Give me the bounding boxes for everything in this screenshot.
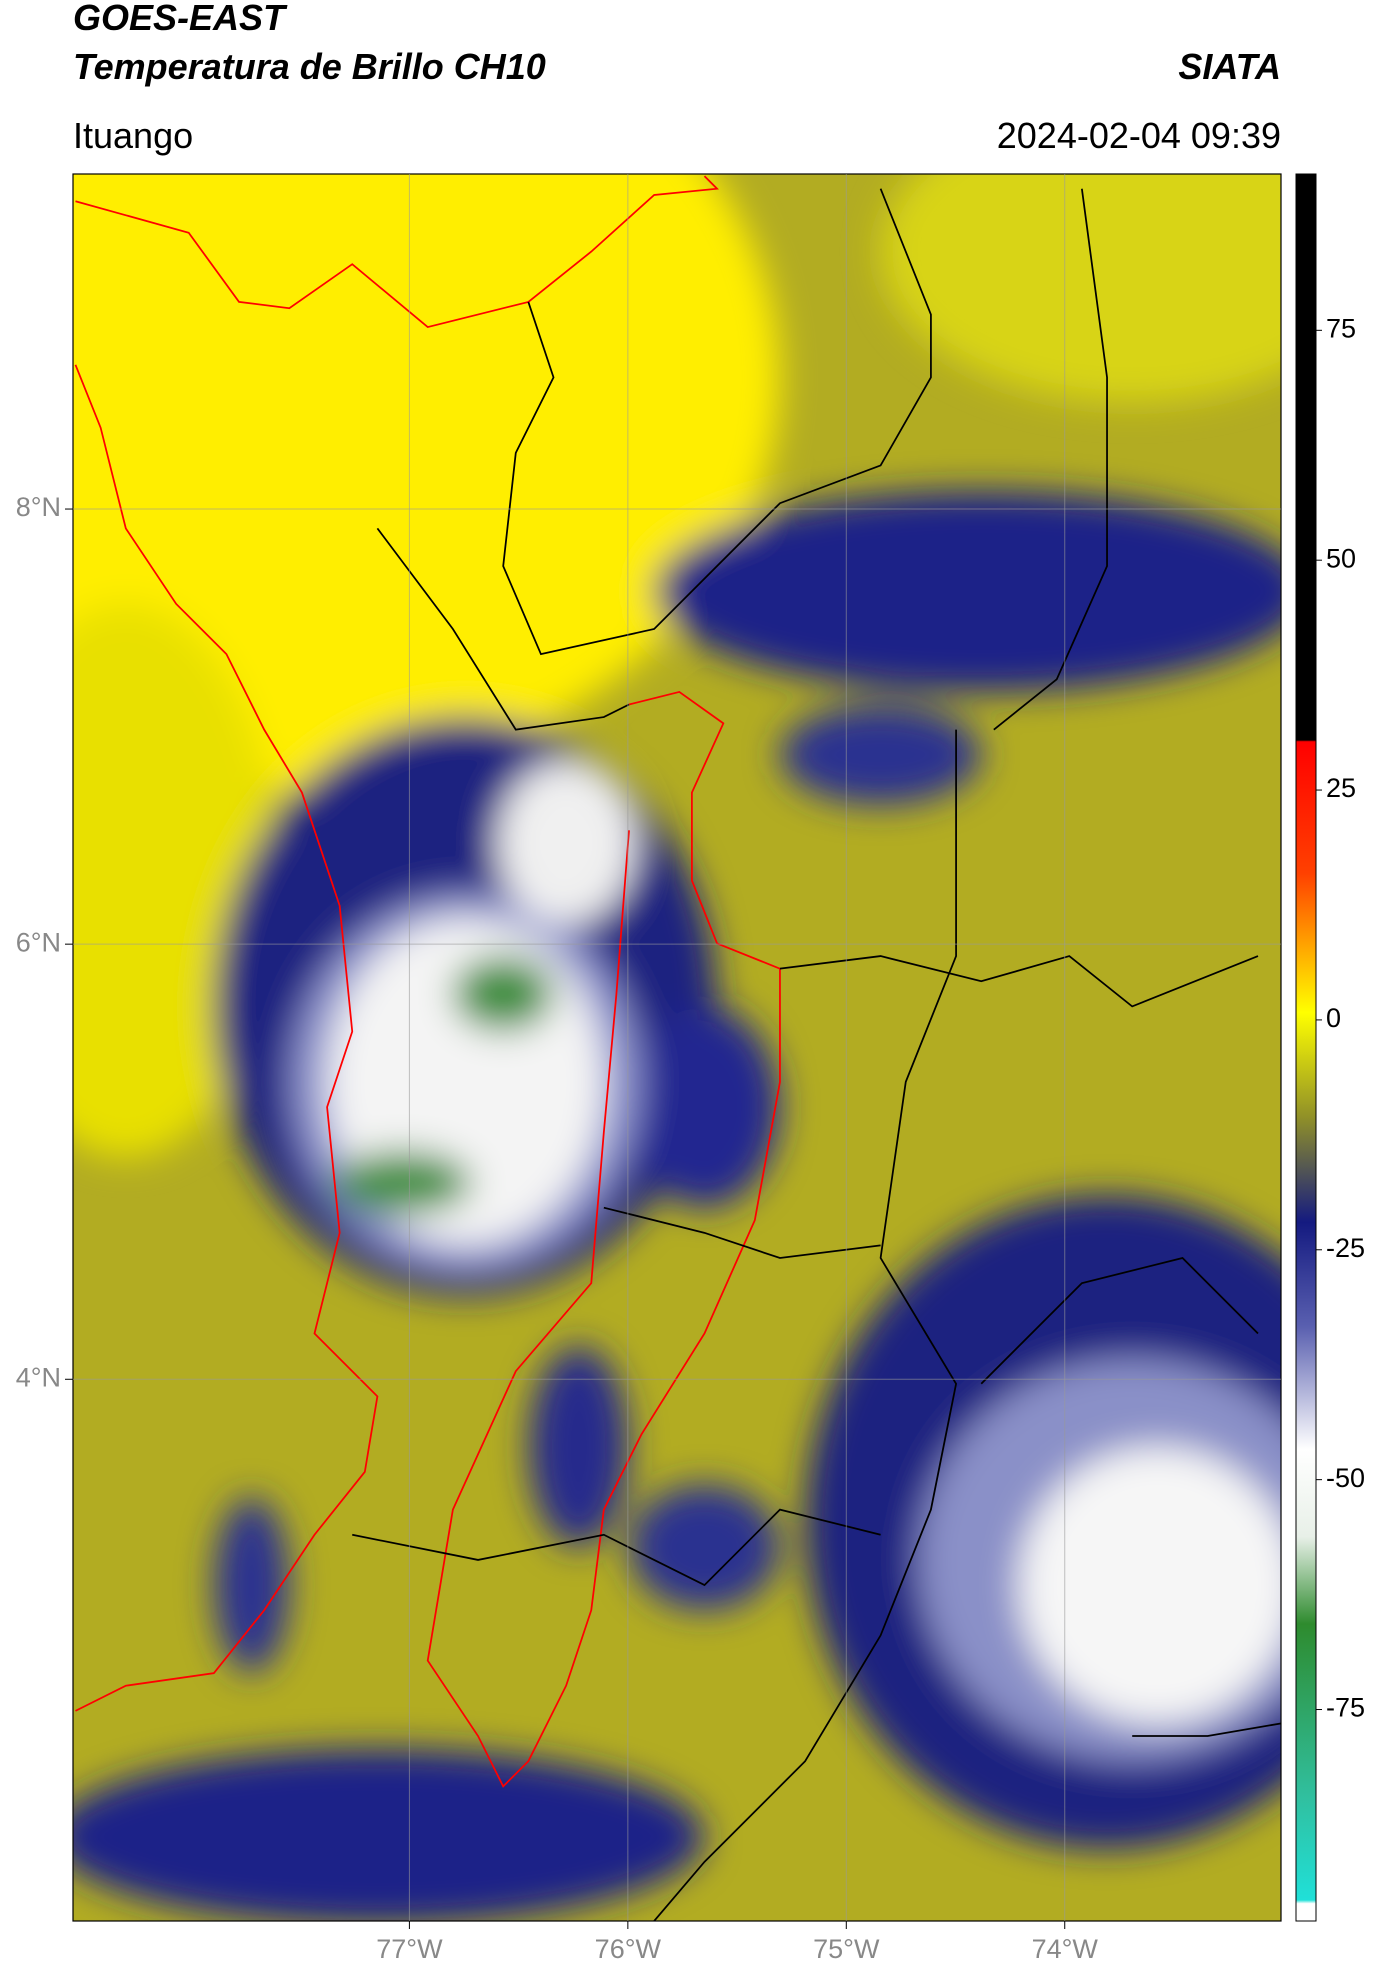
y-tick-label: 8°N: [16, 492, 61, 522]
subtitle: Temperatura de Brillo CH10: [73, 46, 546, 87]
x-tick-label: 75°W: [813, 1934, 880, 1964]
datetime: 2024-02-04 09:39: [997, 115, 1281, 156]
map-frame: [72, 173, 1282, 1922]
satellite-image: [73, 174, 1281, 1921]
y-tick-label: 4°N: [16, 1362, 61, 1392]
colorbar-tick-label: 75: [1326, 313, 1356, 343]
colorbar-tick-label: 50: [1326, 543, 1356, 573]
colorbar-tick-label: 0: [1326, 1003, 1341, 1033]
x-tick-label: 74°W: [1032, 1934, 1099, 1964]
colorbar-tick-label: -50: [1326, 1463, 1365, 1493]
y-tick-label: 6°N: [16, 927, 61, 957]
colorbar-tick-label: 25: [1326, 773, 1356, 803]
x-tick-label: 76°W: [595, 1934, 662, 1964]
location: Ituango: [73, 115, 193, 156]
x-tick-label: 77°W: [376, 1934, 443, 1964]
title: GOES-EAST: [73, 0, 288, 38]
colorbar-tick-label: -25: [1326, 1233, 1365, 1263]
source: SIATA: [1178, 46, 1281, 87]
colorbar-tick-label: -75: [1326, 1693, 1365, 1723]
colorbar: [1295, 173, 1317, 1922]
